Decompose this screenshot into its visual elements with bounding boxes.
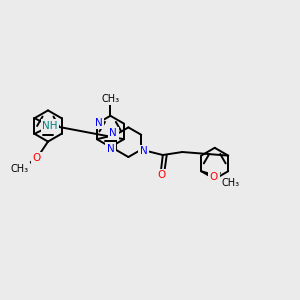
Text: N: N [109, 128, 117, 138]
Text: N: N [95, 118, 103, 128]
Text: O: O [210, 172, 218, 182]
Text: O: O [32, 153, 41, 163]
Text: CH₃: CH₃ [101, 94, 119, 104]
Text: N: N [140, 146, 148, 156]
Text: CH₃: CH₃ [222, 178, 240, 188]
Text: N: N [106, 143, 114, 154]
Text: CH₃: CH₃ [11, 164, 28, 174]
Text: NH: NH [42, 121, 58, 131]
Text: O: O [158, 170, 166, 180]
